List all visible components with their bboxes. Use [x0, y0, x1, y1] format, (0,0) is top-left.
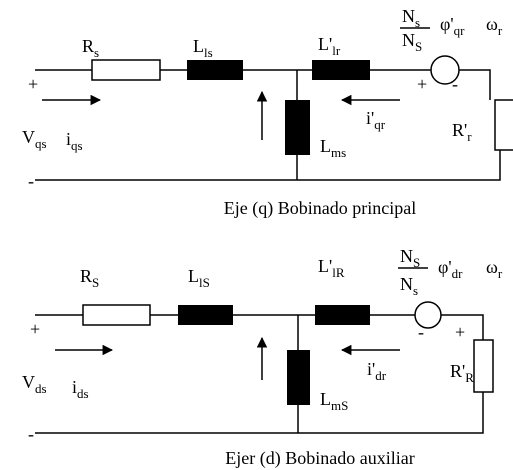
label-sub: lr [332, 43, 341, 58]
label: i'dr [367, 359, 387, 383]
label-sub: R [465, 370, 474, 385]
label-main: i [66, 129, 71, 149]
label-main: L [193, 36, 204, 56]
label: L'lR [318, 256, 345, 280]
resistor [91, 59, 161, 81]
label-main: R' [450, 361, 465, 381]
label-main: ω [486, 257, 498, 277]
label: ωr [486, 257, 503, 281]
inductor [285, 100, 310, 155]
label-sub: qs [35, 136, 47, 151]
label-main: L [320, 136, 331, 156]
label: ωr [486, 14, 503, 38]
label-sub: ls [204, 45, 213, 60]
label-main: i' [366, 108, 374, 128]
caption: Eje (q) Bobinado principal [224, 198, 416, 219]
label-main: R [82, 36, 94, 56]
circuit-d [35, 267, 494, 434]
label: - [28, 424, 34, 444]
label-main: i' [367, 359, 375, 379]
wires [35, 314, 484, 434]
circuit-q [35, 27, 513, 181]
label: - [28, 171, 34, 191]
label-sub: s [94, 45, 99, 60]
label: LmS [320, 389, 348, 413]
label-sub: dr [375, 368, 387, 383]
label-sub: lS [199, 275, 210, 290]
label: - [452, 74, 458, 94]
inductor [187, 60, 243, 80]
label-sub: qs [71, 138, 83, 153]
label-sub: S [415, 39, 422, 54]
label-sub: qr [454, 23, 466, 38]
label: R'R [450, 361, 474, 385]
label: + [30, 319, 40, 339]
label: RS [80, 266, 99, 290]
label: Rs [82, 36, 99, 60]
label-main: N [400, 274, 413, 294]
inductor [287, 350, 310, 405]
label-main: R [80, 266, 92, 286]
label-sub: ds [35, 381, 47, 396]
label: NS [400, 246, 420, 270]
label-sub: ds [77, 386, 89, 401]
inductor [315, 305, 370, 325]
label-main: φ' [438, 257, 452, 277]
label: iqs [66, 129, 83, 153]
source [430, 55, 460, 85]
label-main: L [320, 389, 331, 409]
inductor [178, 305, 233, 325]
label: + [455, 322, 465, 342]
label-sub: mS [331, 398, 348, 413]
label-sub: lR [332, 265, 345, 280]
label-main: N [402, 30, 415, 50]
label: i'qr [366, 108, 386, 132]
label: Vds [22, 372, 47, 396]
label: NS [402, 30, 422, 54]
label-sub: r [467, 129, 472, 144]
label: Ns [400, 274, 418, 298]
label: Ns [402, 6, 420, 30]
label: Lms [320, 136, 346, 160]
resistor [494, 99, 513, 151]
label: + [417, 74, 427, 94]
label-main: φ' [440, 14, 454, 34]
label: ids [72, 377, 89, 401]
label-sub: qr [374, 117, 386, 132]
label-sub: dr [452, 266, 464, 281]
label: φ'dr [438, 257, 463, 281]
label-sub: ms [331, 145, 346, 160]
label-main: L' [318, 256, 332, 276]
label: R'r [452, 120, 472, 144]
label-main: R' [452, 120, 467, 140]
label: L'lr [318, 34, 341, 58]
label-main: i [72, 377, 77, 397]
label: LlS [188, 266, 210, 290]
wires [35, 69, 501, 181]
label-main: V [22, 127, 35, 147]
label-sub: r [498, 23, 503, 38]
label: + [28, 74, 38, 94]
label-main: N [400, 246, 413, 266]
label-main: N [402, 6, 415, 26]
label-main: L' [318, 34, 332, 54]
label: Lls [193, 36, 213, 60]
label-sub: s [413, 283, 418, 298]
label-sub: S [92, 275, 99, 290]
resistor [473, 339, 494, 393]
label-main: ω [486, 14, 498, 34]
source [414, 301, 442, 329]
resistor [82, 304, 151, 326]
label-sub: s [415, 15, 420, 30]
label-sub: r [498, 266, 503, 281]
label: - [418, 322, 424, 342]
label: φ'qr [440, 14, 465, 38]
label: Vqs [22, 127, 47, 151]
caption: Ejer (d) Bobinado auxiliar [225, 448, 414, 469]
label-main: L [188, 266, 199, 286]
label-main: V [22, 372, 35, 392]
inductor [312, 60, 370, 80]
label-sub: S [413, 255, 420, 270]
